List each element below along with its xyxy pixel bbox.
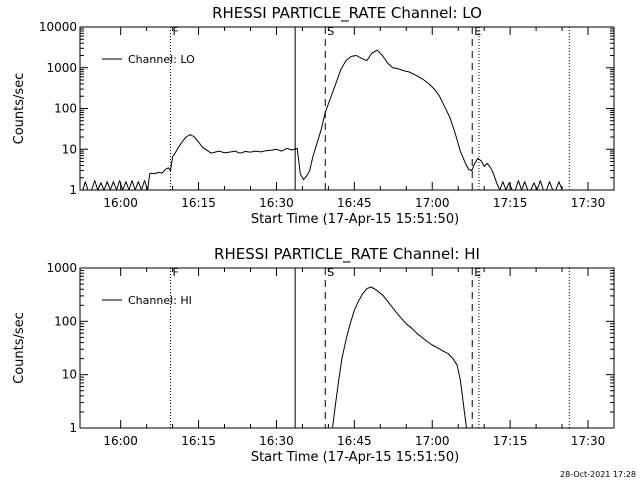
x-tick-label: 16:15 [181, 434, 216, 448]
chart-title: RHESSI PARTICLE_RATE Channel: HI [214, 245, 480, 264]
x-tick-label: 16:30 [259, 196, 294, 210]
y-tick-label: 100 [54, 314, 77, 328]
legend-label: Channel: LO [128, 53, 195, 66]
plot-frame [79, 267, 615, 429]
event-marker-label: S [327, 25, 334, 38]
x-tick-label: 16:45 [337, 434, 372, 448]
event-marker-label: S [327, 266, 334, 279]
panel-lo: RHESSI PARTICLE_RATE Channel: LO 1 10 100 10… [12, 4, 615, 227]
event-marker-label: F [173, 25, 179, 38]
x-tick-label: 17:00 [415, 434, 450, 448]
x-tick-label: 16:15 [181, 196, 216, 210]
event-marker-label: F [173, 266, 179, 279]
series-line [82, 49, 566, 191]
event-marker-label: E [474, 266, 481, 279]
legend-label: Channel: HI [128, 294, 192, 307]
x-tick-label: 17:15 [493, 434, 528, 448]
y-tick-label: 1000 [46, 61, 77, 75]
x-tick-label: 16:30 [259, 434, 294, 448]
chart-title: RHESSI PARTICLE_RATE Channel: LO [212, 4, 482, 23]
panel-hi: RHESSI PARTICLE_RATE Channel: HI 1 10 100 10… [12, 245, 615, 465]
x-tick-label: 17:30 [571, 434, 606, 448]
x-axis-label: Start Time (17-Apr-15 15:51:50) [251, 450, 459, 465]
series-line [332, 286, 467, 429]
x-tick-label: 17:30 [571, 196, 606, 210]
y-tick-label: 10 [62, 368, 77, 382]
x-tick-label: 16:00 [103, 434, 138, 448]
y-tick-label: 1000 [46, 261, 77, 275]
y-tick-label: 1 [69, 421, 77, 435]
x-tick-label: 17:00 [415, 196, 450, 210]
y-tick-label: 1 [69, 183, 77, 197]
y-tick-label: 10 [62, 142, 77, 156]
generation-timestamp: 28-Oct-2021 17:28 [560, 470, 636, 479]
x-tick-label: 16:45 [337, 196, 372, 210]
y-axis-label: Counts/sec [12, 312, 27, 384]
x-tick-label: 16:00 [103, 196, 138, 210]
y-axis-label: Counts/sec [12, 73, 27, 145]
plot-frame [79, 26, 615, 191]
x-tick-label: 17:15 [493, 196, 528, 210]
y-tick-label: 100 [54, 102, 77, 116]
x-axis-label: Start Time (17-Apr-15 15:51:50) [251, 212, 459, 227]
y-tick-label: 10000 [39, 20, 77, 34]
event-marker-label: E [474, 25, 481, 38]
